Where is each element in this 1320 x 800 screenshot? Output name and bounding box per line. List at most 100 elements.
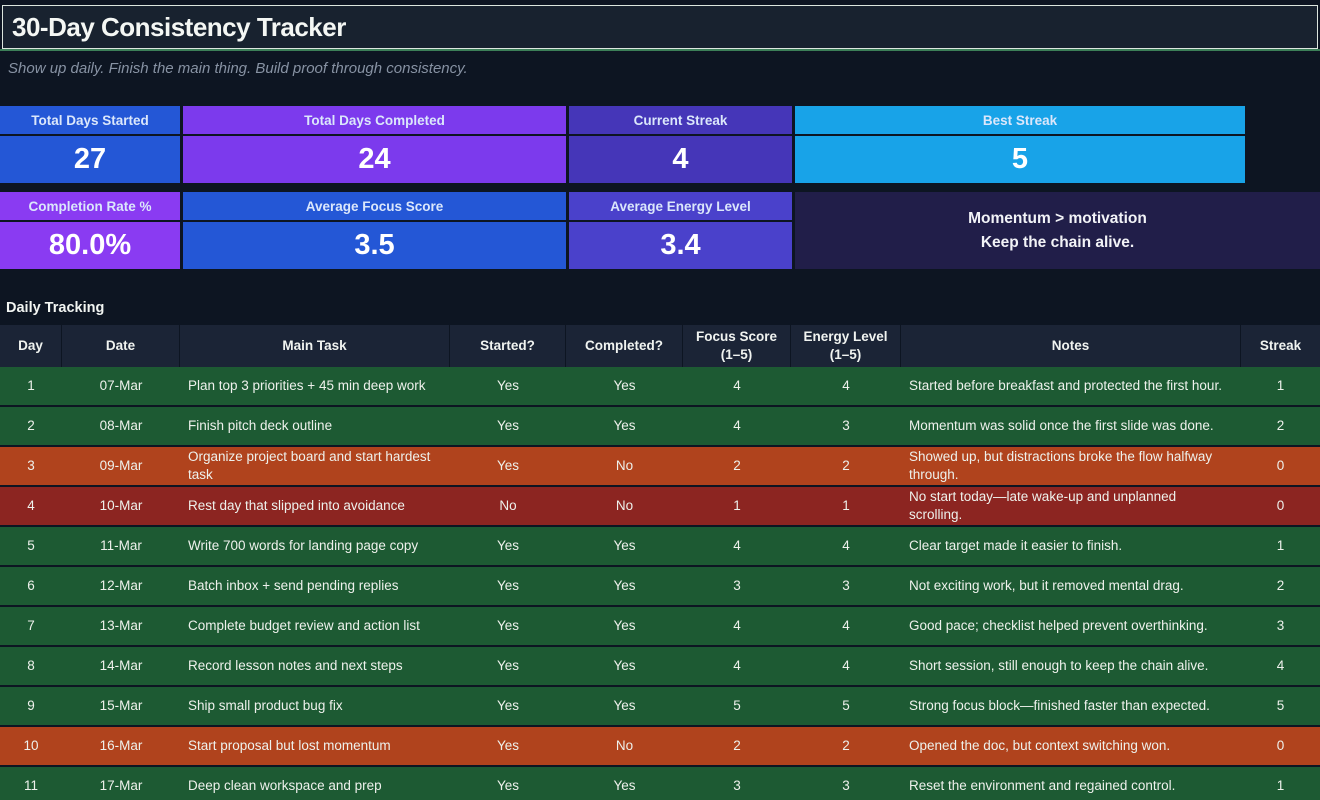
- cell-energy-level[interactable]: 2: [842, 737, 850, 753]
- column-header-focus-score[interactable]: Focus Score (1–5): [683, 325, 791, 368]
- column-header-notes[interactable]: Notes: [901, 325, 1241, 368]
- cell-completed[interactable]: No: [615, 497, 634, 513]
- cell-streak[interactable]: 0: [1276, 497, 1285, 513]
- cell-focus-score[interactable]: 3: [733, 577, 741, 593]
- cell-day[interactable]: 9: [27, 697, 35, 713]
- cell-date[interactable]: 17-Mar: [99, 777, 143, 793]
- cell-energy-level[interactable]: 1: [842, 497, 850, 513]
- cell-date[interactable]: 07-Mar: [99, 377, 143, 393]
- cell-date[interactable]: 14-Mar: [99, 657, 143, 673]
- cell-main-task[interactable]: Batch inbox + send pending replies: [188, 577, 399, 593]
- kpi-card-row1-3[interactable]: Best Streak 5: [795, 106, 1245, 183]
- cell-date[interactable]: 15-Mar: [99, 697, 143, 713]
- column-header-date[interactable]: Date: [62, 325, 180, 368]
- kpi-card-row1-1[interactable]: Total Days Completed 24: [183, 106, 566, 183]
- column-header-main-task[interactable]: Main Task: [180, 325, 450, 368]
- cell-notes[interactable]: No start today—late wake-up and unplanne…: [909, 488, 1177, 523]
- cell-energy-level[interactable]: 3: [842, 417, 850, 433]
- cell-day[interactable]: 5: [27, 537, 35, 553]
- cell-completed[interactable]: Yes: [613, 377, 636, 393]
- cell-day[interactable]: 2: [27, 417, 35, 433]
- cell-notes[interactable]: Momentum was solid once the first slide …: [909, 417, 1214, 433]
- cell-main-task[interactable]: Start proposal but lost momentum: [188, 737, 391, 753]
- cell-streak[interactable]: 2: [1276, 417, 1285, 433]
- cell-streak[interactable]: 0: [1276, 737, 1285, 753]
- cell-day[interactable]: 10: [23, 737, 39, 753]
- cell-streak[interactable]: 2: [1276, 577, 1285, 593]
- cell-date[interactable]: 09-Mar: [99, 457, 143, 473]
- cell-completed[interactable]: Yes: [613, 417, 636, 433]
- cell-notes[interactable]: Short session, still enough to keep the …: [909, 657, 1209, 673]
- cell-main-task[interactable]: Finish pitch deck outline: [188, 417, 333, 433]
- cell-focus-score[interactable]: 1: [733, 497, 741, 513]
- cell-main-task[interactable]: Write 700 words for landing page copy: [188, 537, 419, 553]
- cell-focus-score[interactable]: 3: [733, 777, 741, 793]
- cell-completed[interactable]: Yes: [613, 697, 636, 713]
- cell-focus-score[interactable]: 5: [733, 697, 741, 713]
- cell-started[interactable]: Yes: [496, 697, 520, 713]
- cell-started[interactable]: No: [499, 497, 517, 513]
- cell-completed[interactable]: Yes: [613, 617, 636, 633]
- cell-notes[interactable]: Not exciting work, but it removed mental…: [909, 577, 1184, 593]
- cell-notes[interactable]: Strong focus block—finished faster than …: [909, 697, 1210, 713]
- cell-started[interactable]: Yes: [496, 457, 520, 473]
- column-header-completed-[interactable]: Completed?: [566, 325, 683, 368]
- cell-date[interactable]: 11-Mar: [100, 537, 142, 553]
- cell-day[interactable]: 1: [27, 377, 35, 393]
- cell-day[interactable]: 7: [27, 617, 35, 633]
- kpi-card-row2-0[interactable]: Completion Rate % 80.0%: [0, 192, 180, 269]
- cell-notes[interactable]: Opened the doc, but context switching wo…: [909, 737, 1171, 753]
- column-header-started-[interactable]: Started?: [450, 325, 566, 368]
- cell-date[interactable]: 13-Mar: [99, 617, 143, 633]
- cell-focus-score[interactable]: 4: [733, 537, 741, 553]
- column-header-energy-level[interactable]: Energy Level (1–5): [791, 325, 901, 368]
- cell-main-task[interactable]: Ship small product bug fix: [188, 697, 343, 713]
- cell-notes[interactable]: Started before breakfast and protected t…: [909, 377, 1222, 393]
- cell-day[interactable]: 6: [27, 577, 35, 593]
- cell-date[interactable]: 10-Mar: [99, 497, 143, 513]
- column-header-day[interactable]: Day: [0, 325, 62, 368]
- cell-notes[interactable]: Good pace; checklist helped prevent over…: [909, 617, 1208, 633]
- cell-energy-level[interactable]: 2: [842, 457, 850, 473]
- kpi-card-row2-1[interactable]: Average Focus Score 3.5: [183, 192, 566, 269]
- cell-notes[interactable]: Reset the environment and regained contr…: [909, 777, 1176, 793]
- cell-focus-score[interactable]: 4: [733, 617, 741, 633]
- cell-started[interactable]: Yes: [496, 377, 520, 393]
- cell-day[interactable]: 4: [27, 497, 35, 513]
- cell-energy-level[interactable]: 3: [842, 577, 850, 593]
- cell-main-task[interactable]: Rest day that slipped into avoidance: [188, 497, 405, 513]
- cell-streak[interactable]: 4: [1276, 657, 1285, 673]
- cell-main-task[interactable]: Plan top 3 priorities + 45 min deep work: [188, 377, 426, 393]
- cell-main-task[interactable]: Record lesson notes and next steps: [188, 657, 403, 673]
- cell-date[interactable]: 16-Mar: [99, 737, 143, 753]
- cell-energy-level[interactable]: 4: [842, 377, 850, 393]
- kpi-card-row2-2[interactable]: Average Energy Level 3.4: [569, 192, 792, 269]
- cell-main-task[interactable]: Complete budget review and action list: [188, 617, 420, 633]
- cell-started[interactable]: Yes: [496, 617, 520, 633]
- kpi-card-row1-0[interactable]: Total Days Started 27: [0, 106, 180, 183]
- cell-completed[interactable]: Yes: [613, 777, 636, 793]
- cell-focus-score[interactable]: 4: [733, 417, 741, 433]
- cell-main-task[interactable]: Deep clean workspace and prep: [188, 777, 382, 793]
- cell-date[interactable]: 08-Mar: [99, 417, 143, 433]
- cell-completed[interactable]: Yes: [613, 577, 636, 593]
- cell-energy-level[interactable]: 5: [842, 697, 850, 713]
- cell-streak[interactable]: 1: [1276, 537, 1285, 553]
- cell-completed[interactable]: No: [615, 457, 634, 473]
- cell-started[interactable]: Yes: [496, 577, 520, 593]
- cell-main-task[interactable]: Organize project board and start hardest…: [188, 448, 431, 483]
- cell-energy-level[interactable]: 4: [842, 537, 850, 553]
- kpi-card-row1-2[interactable]: Current Streak 4: [569, 106, 792, 183]
- cell-day[interactable]: 8: [27, 657, 35, 673]
- cell-completed[interactable]: Yes: [613, 657, 636, 673]
- cell-streak[interactable]: 5: [1276, 697, 1285, 713]
- cell-day[interactable]: 11: [23, 777, 38, 793]
- momentum-card[interactable]: Momentum > motivation Keep the chain aliv…: [795, 192, 1320, 269]
- column-header-streak[interactable]: Streak: [1241, 325, 1320, 368]
- cell-started[interactable]: Yes: [496, 657, 520, 673]
- cell-energy-level[interactable]: 4: [842, 617, 850, 633]
- cell-started[interactable]: Yes: [496, 417, 520, 433]
- cell-focus-score[interactable]: 4: [733, 657, 741, 673]
- cell-started[interactable]: Yes: [496, 537, 520, 553]
- cell-started[interactable]: Yes: [496, 737, 520, 753]
